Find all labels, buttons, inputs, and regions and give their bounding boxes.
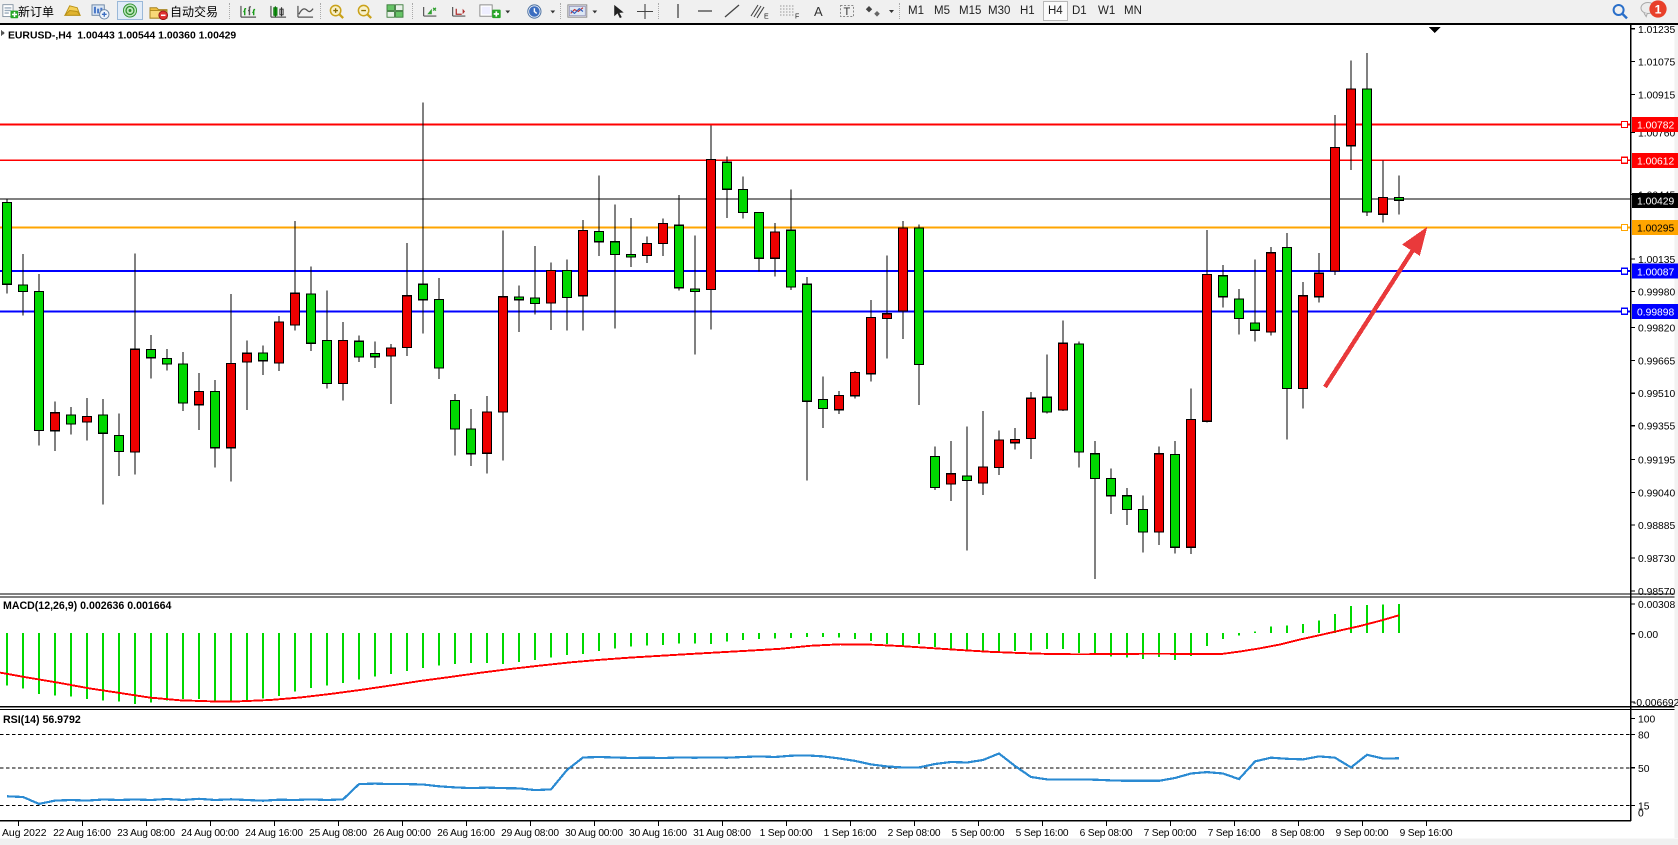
svg-text:-0.006692: -0.006692 — [1633, 698, 1678, 709]
svg-text:1 Sep 16:00: 1 Sep 16:00 — [824, 828, 877, 839]
svg-text:0.98730: 0.98730 — [1638, 554, 1675, 565]
svg-text:0: 0 — [1638, 808, 1644, 819]
svg-text:29 Aug 08:00: 29 Aug 08:00 — [501, 828, 559, 839]
svg-text:A: A — [814, 4, 823, 19]
svg-text:22 Aug 16:00: 22 Aug 16:00 — [53, 828, 111, 839]
svg-text:5 Sep 16:00: 5 Sep 16:00 — [1016, 828, 1069, 839]
svg-text:30 Aug 00:00: 30 Aug 00:00 — [565, 828, 623, 839]
svg-text:Aug 2022: Aug 2022 — [2, 828, 47, 839]
svg-text:1.00612: 1.00612 — [1637, 157, 1674, 168]
svg-text:9 Sep 16:00: 9 Sep 16:00 — [1400, 828, 1453, 839]
svg-text:1.00295: 1.00295 — [1637, 224, 1674, 235]
svg-text:31 Aug 08:00: 31 Aug 08:00 — [693, 828, 751, 839]
svg-text:8 Sep 08:00: 8 Sep 08:00 — [1272, 828, 1325, 839]
svg-text:0.99510: 0.99510 — [1638, 389, 1675, 400]
svg-text:23 Aug 08:00: 23 Aug 08:00 — [117, 828, 175, 839]
svg-text:26 Aug 00:00: 26 Aug 00:00 — [373, 828, 431, 839]
svg-text:1.01235: 1.01235 — [1638, 25, 1675, 36]
svg-text:6 Sep 08:00: 6 Sep 08:00 — [1080, 828, 1133, 839]
svg-text:25 Aug 08:00: 25 Aug 08:00 — [309, 828, 367, 839]
svg-text:1.00087: 1.00087 — [1637, 267, 1674, 278]
svg-text:9 Sep 00:00: 9 Sep 00:00 — [1336, 828, 1389, 839]
svg-text:7 Sep 00:00: 7 Sep 00:00 — [1144, 828, 1197, 839]
svg-text:MACD(12,26,9) 0.002636 0.00166: MACD(12,26,9) 0.002636 0.001664 — [3, 600, 172, 612]
svg-text:0.99665: 0.99665 — [1638, 357, 1675, 368]
svg-text:30 Aug 16:00: 30 Aug 16:00 — [629, 828, 687, 839]
svg-text:1.00429: 1.00429 — [1637, 197, 1674, 208]
svg-text:0.99355: 0.99355 — [1638, 422, 1675, 433]
svg-text:0.99898: 0.99898 — [1637, 308, 1674, 319]
svg-text:0.99040: 0.99040 — [1638, 488, 1675, 499]
svg-text:50: 50 — [1638, 764, 1650, 775]
svg-text:0.99820: 0.99820 — [1638, 324, 1675, 335]
svg-text:7 Sep 16:00: 7 Sep 16:00 — [1208, 828, 1261, 839]
svg-text:26 Aug 16:00: 26 Aug 16:00 — [437, 828, 495, 839]
svg-text:0.00: 0.00 — [1638, 630, 1658, 641]
svg-text:0.99195: 0.99195 — [1638, 455, 1675, 466]
svg-text:0.00308: 0.00308 — [1638, 600, 1675, 611]
svg-text:15: 15 — [1638, 801, 1650, 812]
svg-text:1: 1 — [1655, 2, 1662, 16]
svg-text:E: E — [764, 14, 769, 21]
svg-text:100: 100 — [1638, 714, 1655, 725]
svg-text:1 Sep 00:00: 1 Sep 00:00 — [760, 828, 813, 839]
svg-text:5 Sep 00:00: 5 Sep 00:00 — [952, 828, 1005, 839]
svg-text:80: 80 — [1638, 731, 1650, 742]
svg-text:0.99980: 0.99980 — [1638, 288, 1675, 299]
svg-text:1.01075: 1.01075 — [1638, 58, 1675, 69]
svg-text:RSI(14) 56.9792: RSI(14) 56.9792 — [3, 714, 81, 726]
svg-text:1.00782: 1.00782 — [1637, 121, 1674, 132]
svg-text:1.00135: 1.00135 — [1638, 255, 1675, 266]
svg-text:0.98885: 0.98885 — [1638, 521, 1675, 532]
svg-text:2 Sep 08:00: 2 Sep 08:00 — [888, 828, 941, 839]
svg-text:EURUSD-,H4 1.00443 1.00544 1.: EURUSD-,H4 1.00443 1.00544 1.00360 1.004… — [8, 31, 236, 42]
svg-text:0.98570: 0.98570 — [1638, 587, 1675, 598]
svg-text:24 Aug 16:00: 24 Aug 16:00 — [245, 828, 303, 839]
svg-text:1.00760: 1.00760 — [1638, 129, 1675, 140]
svg-text:T: T — [844, 6, 851, 18]
svg-text:24 Aug 00:00: 24 Aug 00:00 — [181, 828, 239, 839]
svg-text:F: F — [795, 14, 799, 21]
svg-text:1.00915: 1.00915 — [1638, 91, 1675, 102]
